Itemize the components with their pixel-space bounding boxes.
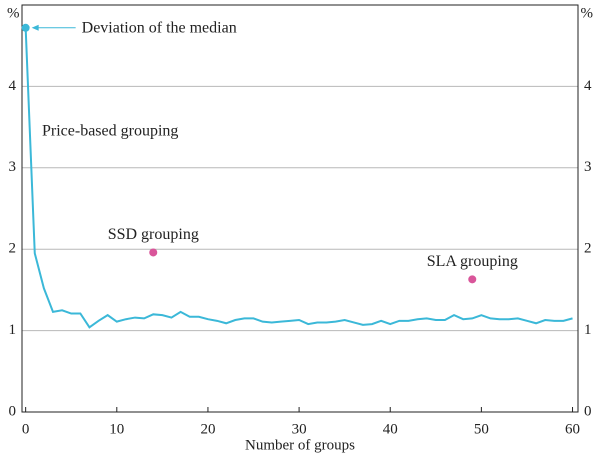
y-unit-left: % (7, 5, 20, 21)
y-tick-label: 0 (9, 403, 17, 419)
series-label: SSD grouping (108, 226, 199, 243)
annotation-arrowhead (31, 24, 39, 31)
point (468, 275, 477, 284)
y-tick-label-right: 2 (584, 241, 592, 257)
x-tick-label: 60 (565, 421, 580, 437)
data-line (24, 27, 573, 329)
y-tick-label: 1 (9, 322, 17, 338)
y-unit-right: % (581, 5, 594, 21)
median-deviation-point (21, 23, 30, 32)
y-tick-label-right: 0 (584, 403, 592, 419)
y-tick-label-right: 1 (584, 322, 592, 338)
x-tick-label: 20 (200, 421, 215, 437)
x-tick-label: 30 (292, 421, 307, 437)
y-tick-label-right: 4 (584, 78, 592, 94)
series-label: Price-based grouping (42, 123, 178, 140)
y-tick-label: 4 (9, 78, 17, 94)
point (149, 248, 158, 257)
annotation: Deviation of the median (82, 19, 237, 36)
series-label: SLA grouping (427, 253, 518, 270)
y-tick-label: 2 (9, 241, 17, 257)
y-tick-label: 3 (9, 159, 17, 175)
x-tick-label: 0 (22, 421, 30, 437)
x-axis-label: Number of groups (245, 437, 355, 453)
y-tick-label-right: 3 (584, 159, 592, 175)
plot-frame (21, 4, 579, 413)
x-tick-label: 40 (383, 421, 398, 437)
x-tick-label: 50 (474, 421, 489, 437)
x-tick-label: 10 (109, 421, 124, 437)
